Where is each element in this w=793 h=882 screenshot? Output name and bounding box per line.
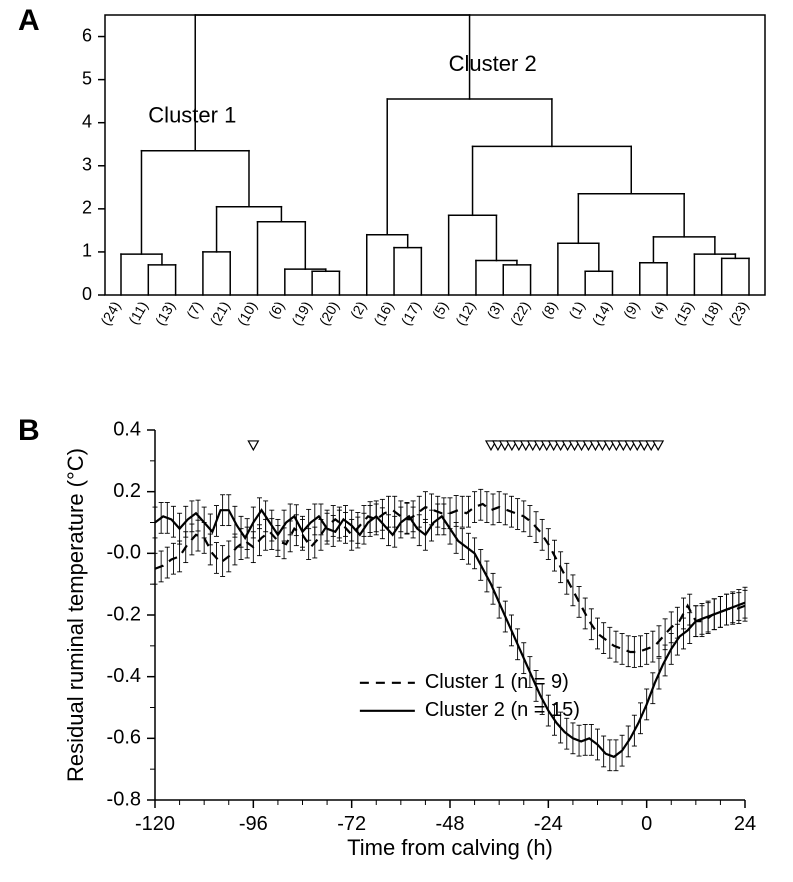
x-tick-label: -96 — [239, 813, 268, 835]
x-axis-title: Time from calving (h) — [347, 835, 553, 860]
x-tick-label: 24 — [734, 813, 756, 835]
line-chart: -120 -96 -72 -48 -24 0 24 -0.8 -0.6 -0.4 -0.2 -0.0 0… — [0, 380, 793, 882]
legend-label: Cluster 2 (n = 15) — [425, 699, 580, 721]
leaf-label: (15) — [671, 299, 697, 329]
leaf-label: (22) — [507, 299, 533, 329]
dendrogram-chart: 0 1 2 3 4 5 6 (24)(11)(13)(7)(21)(10)(6)(19)(20… — [0, 0, 793, 360]
significance-marker — [653, 441, 663, 450]
leaf-label: (16) — [370, 299, 396, 329]
y-tick-label: 2 — [82, 198, 92, 218]
y-axis-title: Residual ruminal temperature (°C) — [63, 448, 88, 782]
y-tick-label: 4 — [82, 111, 92, 131]
y-tick-label: -0.2 — [107, 603, 141, 625]
y-tick-label: 6 — [82, 25, 92, 45]
significance-marker — [248, 441, 258, 450]
x-tick-label: -72 — [337, 813, 366, 835]
leaf-label: (2) — [347, 299, 369, 322]
y-tick-label: 0.4 — [113, 418, 141, 440]
dendrogram-lines — [121, 15, 749, 295]
leaf-label: (18) — [698, 299, 724, 329]
panel-a-frame — [105, 15, 765, 295]
leaf-label: (13) — [152, 299, 178, 329]
y-tick-label: -0.6 — [107, 727, 141, 749]
leaf-label: (6) — [265, 299, 287, 322]
x-tick-label: 0 — [641, 813, 652, 835]
y-tick-label: 1 — [82, 241, 92, 261]
leaf-label: (14) — [589, 299, 615, 329]
cluster2-errorbars — [153, 495, 748, 771]
leaf-label: (7) — [183, 299, 205, 322]
figure-root: A 0123456(24)(11)(13)(7)(21)(10)(6)(19)(… — [0, 0, 793, 882]
y-tick-label: 5 — [82, 68, 92, 88]
leaf-label: (9) — [620, 299, 642, 322]
leaf-label: (23) — [725, 299, 751, 329]
leaf-label: (3) — [483, 299, 505, 322]
y-tick-label: -0.8 — [107, 788, 141, 810]
y-tick-label: 0 — [82, 284, 92, 304]
x-tick-label: -48 — [436, 813, 465, 835]
leaf-label: (5) — [429, 299, 451, 322]
leaf-label: (1) — [565, 299, 587, 322]
x-tick-label: -24 — [534, 813, 563, 835]
y-tick-label: -0.4 — [107, 665, 141, 687]
x-tick-label: -120 — [135, 813, 175, 835]
leaf-label: (10) — [234, 299, 260, 329]
leaf-label: (24) — [97, 299, 123, 329]
y-tick-label: 0.2 — [113, 480, 141, 502]
leaf-label: (4) — [647, 299, 669, 322]
leaf-label: (12) — [452, 299, 478, 329]
legend-label: Cluster 1 (n = 9) — [425, 671, 569, 693]
cluster2-annotation: Cluster 2 — [449, 51, 537, 76]
leaf-label: (20) — [316, 299, 342, 329]
y-tick-label: 3 — [82, 155, 92, 175]
cluster1-annotation: Cluster 1 — [148, 103, 236, 128]
leaf-label: (11) — [125, 299, 151, 328]
y-tick-label: -0.0 — [107, 542, 141, 564]
leaf-label: (8) — [538, 299, 560, 322]
leaf-label: (19) — [288, 299, 314, 329]
leaf-label: (17) — [398, 299, 424, 329]
leaf-label: (21) — [207, 299, 233, 329]
